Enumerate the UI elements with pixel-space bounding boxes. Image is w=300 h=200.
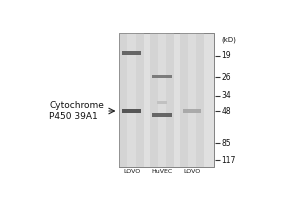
Bar	[180, 33, 204, 167]
Text: 85: 85	[221, 139, 231, 148]
Text: Cytochrome
P450 39A1: Cytochrome P450 39A1	[49, 101, 104, 121]
Text: 26: 26	[221, 73, 231, 82]
Bar	[150, 33, 174, 167]
Bar	[128, 33, 136, 167]
Bar	[188, 33, 197, 167]
Text: LOVO: LOVO	[123, 169, 140, 174]
Text: LOVO: LOVO	[184, 169, 201, 174]
Text: HuVEC: HuVEC	[151, 169, 172, 174]
Bar	[152, 75, 172, 78]
Text: 19: 19	[221, 51, 231, 60]
Text: (kD): (kD)	[221, 37, 236, 43]
Text: 34: 34	[221, 91, 231, 100]
Bar	[158, 33, 166, 167]
Text: 48: 48	[221, 107, 231, 116]
Text: 117: 117	[221, 156, 236, 165]
Bar	[152, 113, 172, 117]
Bar	[122, 51, 141, 55]
Bar	[119, 33, 214, 167]
Bar	[119, 33, 144, 167]
Bar	[183, 109, 201, 113]
Bar	[119, 33, 214, 167]
Bar	[157, 101, 167, 104]
Bar	[122, 109, 141, 113]
